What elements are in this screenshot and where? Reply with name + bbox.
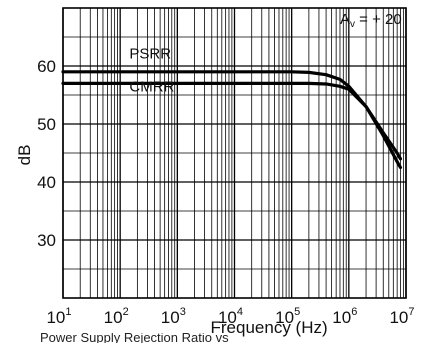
x-tick-label: 103 xyxy=(161,306,186,327)
y-tick-label: 60 xyxy=(37,57,56,76)
tick-labels: 101 102 103 104 105 106 107 30 40 50 60 xyxy=(37,57,414,327)
caption-fragment: Power Supply Rejection Ratio vs Frequenc… xyxy=(40,333,229,343)
x-tick-label: 104 xyxy=(218,306,243,327)
y-axis-label: dB xyxy=(15,145,34,166)
x-tick-label: 106 xyxy=(332,306,357,327)
x-tick-label: 105 xyxy=(275,306,300,327)
series-cmrr-line xyxy=(61,81,403,170)
y-tick-label: 30 xyxy=(37,231,56,250)
gain-annotation-sub: v xyxy=(350,19,355,30)
grid xyxy=(62,8,407,298)
gain-annotation-rest: = + 20 xyxy=(355,11,402,28)
series-psrr-line xyxy=(61,70,403,161)
series-psrr-label: PSRR xyxy=(129,45,171,62)
gain-annotation-main: A xyxy=(340,11,350,28)
x-tick-label: 101 xyxy=(46,306,71,327)
y-tick-label: 40 xyxy=(37,173,56,192)
y-tick-label: 50 xyxy=(37,115,56,134)
x-tick-label: 102 xyxy=(104,306,129,327)
curves: PSRR CMRR xyxy=(61,45,403,170)
plot-frame xyxy=(62,7,407,299)
x-axis-label: Frequency (Hz) xyxy=(211,318,328,337)
gain-annotation: Av = + 20 xyxy=(340,11,402,30)
series-cmrr-label: CMRR xyxy=(129,79,174,96)
x-tick-label: 107 xyxy=(389,306,414,327)
